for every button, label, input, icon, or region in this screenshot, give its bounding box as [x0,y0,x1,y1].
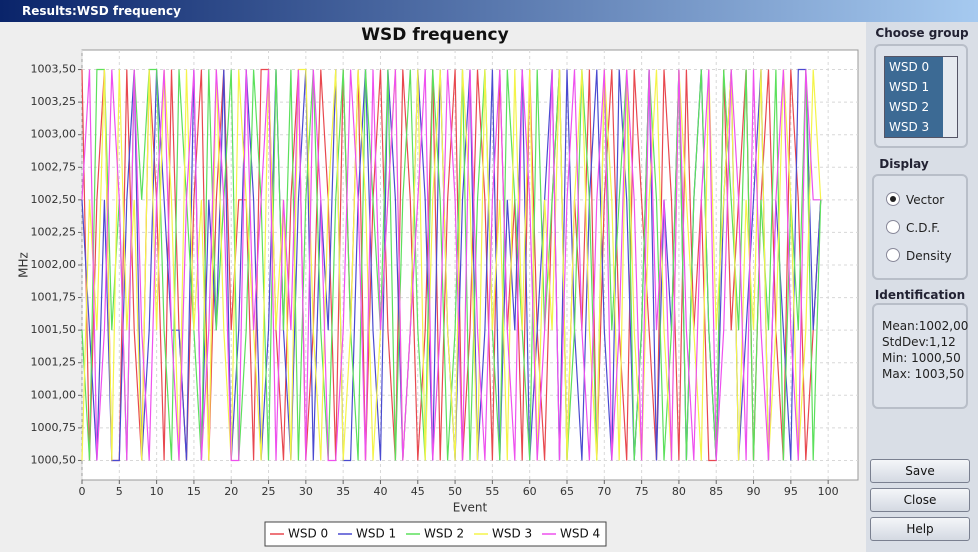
x-tick-label: 60 [523,485,537,498]
group-title: Choose group [875,26,969,40]
y-tick-label: 1003,50 [31,63,77,76]
series-line [81,68,822,461]
stat-line: StdDev:1,12 [882,335,956,349]
chart-title: WSD frequency [361,25,508,45]
x-tick-label: 70 [597,485,611,498]
legend-label: WSD 0 [288,527,328,541]
radio-option[interactable]: Vector [886,192,944,207]
button[interactable]: Save [870,459,970,483]
y-axis-label: MHz [17,252,31,278]
x-tick-label: 50 [448,485,462,498]
series-line [81,69,821,462]
button[interactable]: Close [870,488,970,512]
radio-label: C.D.F. [906,221,941,235]
x-tick-label: 85 [709,485,723,498]
radio-label: Vector [906,193,945,207]
legend-label: WSD 1 [356,527,396,541]
legend-label: WSD 2 [424,527,464,541]
stat-line: Min: 1000,50 [882,351,961,365]
legend-label: WSD 4 [560,527,600,541]
display-title: Display [879,157,929,171]
x-tick-label: 40 [373,485,387,498]
x-tick-label: 20 [224,485,238,498]
radio-button[interactable] [886,248,900,262]
x-tick-label: 10 [150,485,164,498]
x-tick-label: 80 [672,485,686,498]
y-tick-label: 1003,25 [31,95,77,108]
radio-button[interactable] [886,220,900,234]
group-item[interactable]: WSD 0 [889,60,930,74]
stat-line: Max: 1003,50 [882,367,965,381]
display-panel: Vector C.D.F. Density [872,174,968,280]
radio-option[interactable]: Density [886,248,952,263]
button[interactable]: Help [870,517,970,541]
chart: WSD frequency Event MHz 1000,50 1000,75 10… [0,22,866,552]
group-list: WSD 0 WSD 1 WSD 2 WSD 3 [884,56,958,138]
y-tick-label: 1002,25 [31,225,77,238]
x-tick-label: 45 [411,485,425,498]
identification-title: Identification [874,288,966,302]
x-axis-label: Event [453,501,488,515]
x-tick-label: 65 [560,485,574,498]
group-item[interactable]: WSD 2 [889,100,930,114]
x-tick-label: 25 [262,485,276,498]
scrollbar[interactable] [943,57,957,137]
y-tick-label: 1001,50 [31,323,77,336]
y-tick-label: 1000,50 [31,453,77,466]
window-title: Results:WSD frequency [22,4,181,18]
x-tick-label: 100 [818,485,839,498]
radio-label: Density [906,249,952,263]
x-tick-label: 90 [747,485,761,498]
y-tick-label: 1003,00 [31,128,77,141]
x-tick-label: 30 [299,485,313,498]
stat-line: Mean:1002,00 [882,319,969,333]
y-tick-label: 1001,25 [31,356,77,369]
y-tick-label: 1001,75 [31,291,77,304]
x-tick-label: 5 [116,485,123,498]
x-tick-label: 0 [79,485,86,498]
y-tick-label: 1001,00 [31,388,77,401]
y-tick-label: 1002,00 [31,258,77,271]
group-item[interactable]: WSD 3 [889,120,930,134]
y-tick-label: 1002,50 [31,193,77,206]
radio-button[interactable] [886,192,900,206]
x-tick-label: 75 [635,485,649,498]
identification-panel: Mean:1002,00 StdDev:1,12 Min: 1000,50 Max: … [872,303,968,409]
y-tick-label: 1000,75 [31,421,77,434]
group-panel: WSD 0 WSD 1 WSD 2 WSD 3 [874,44,968,148]
legend-label: WSD 3 [492,527,532,541]
radio-option[interactable]: C.D.F. [886,220,940,235]
title-bar: Results:WSD frequency [0,0,978,22]
x-tick-label: 95 [784,485,798,498]
x-tick-label: 15 [187,485,201,498]
x-tick-label: 55 [485,485,499,498]
group-item[interactable]: WSD 1 [889,80,930,94]
y-tick-label: 1002,75 [31,160,77,173]
x-tick-label: 35 [336,485,350,498]
